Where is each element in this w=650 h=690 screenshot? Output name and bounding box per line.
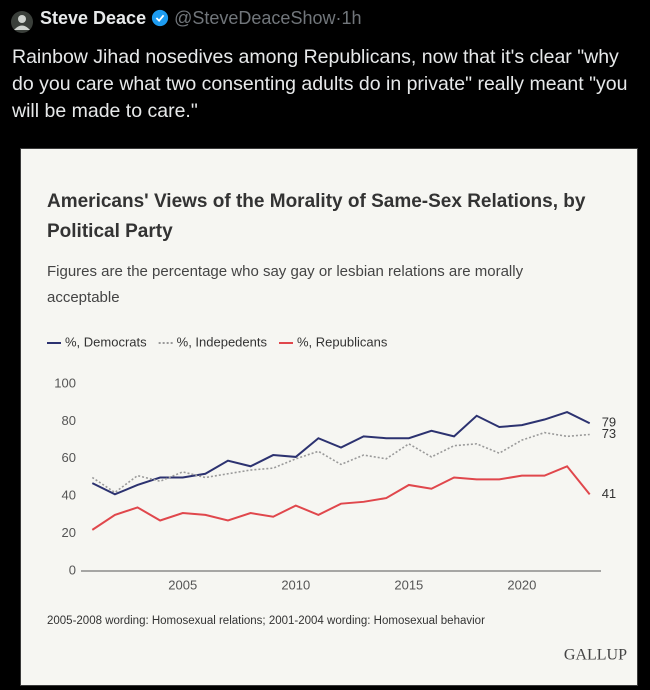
series-line (91, 410, 591, 496)
handle[interactable]: @SteveDeaceShow (174, 8, 336, 28)
verified-badge (151, 9, 169, 27)
series-line (91, 465, 591, 531)
legend-label: %, Indepedents (177, 334, 268, 349)
y-tick-label: 60 (62, 450, 76, 465)
tweet-header: Steve Deace @SteveDeaceShow·1h (12, 8, 362, 29)
end-label: 79 (602, 415, 616, 430)
y-tick-label: 80 (62, 413, 76, 428)
y-tick-label: 100 (54, 375, 76, 390)
series-line (91, 431, 590, 494)
author-name[interactable]: Steve Deace (40, 8, 147, 28)
x-tick-label: 2005 (168, 577, 197, 592)
x-tick-label: 2015 (394, 577, 423, 592)
end-label: 73 (602, 426, 616, 441)
legend-label: %, Republicans (297, 334, 388, 349)
chart-note: 2005-2008 wording: Homosexual relations;… (47, 615, 485, 627)
legend-label: %, Democrats (65, 334, 147, 349)
timestamp[interactable]: 1h (341, 8, 362, 28)
x-tick-label: 2010 (281, 577, 310, 592)
chart-title: Americans' Views of the Morality of Same… (47, 191, 586, 242)
chart-source: GALLUP (564, 647, 627, 664)
y-tick-label: 0 (69, 562, 76, 577)
chart: 0 20 40 60 80 100 2005 2010 2015 2020 %, Democrats… (47, 334, 627, 664)
chart-card[interactable]: 0 20 40 60 80 100 2005 2010 2015 2020 %, Democrats… (20, 148, 638, 686)
tweet-text: Rainbow Jihad nosedives among Republican… (12, 46, 628, 122)
separator: · (335, 8, 342, 28)
x-tick-label: 2020 (507, 577, 536, 592)
end-label: 41 (602, 486, 616, 501)
y-tick-label: 40 (62, 488, 76, 503)
avatar[interactable] (10, 10, 34, 34)
y-tick-label: 20 (62, 525, 76, 540)
chart-subtitle: Figures are the percentage who say gay o… (47, 263, 524, 306)
